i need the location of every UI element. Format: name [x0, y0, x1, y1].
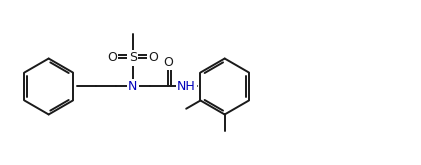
Text: O: O — [107, 51, 117, 64]
Text: NH: NH — [177, 80, 196, 93]
Text: S: S — [129, 51, 137, 64]
Text: O: O — [149, 51, 158, 64]
Text: O: O — [163, 56, 173, 69]
Text: N: N — [128, 80, 137, 93]
